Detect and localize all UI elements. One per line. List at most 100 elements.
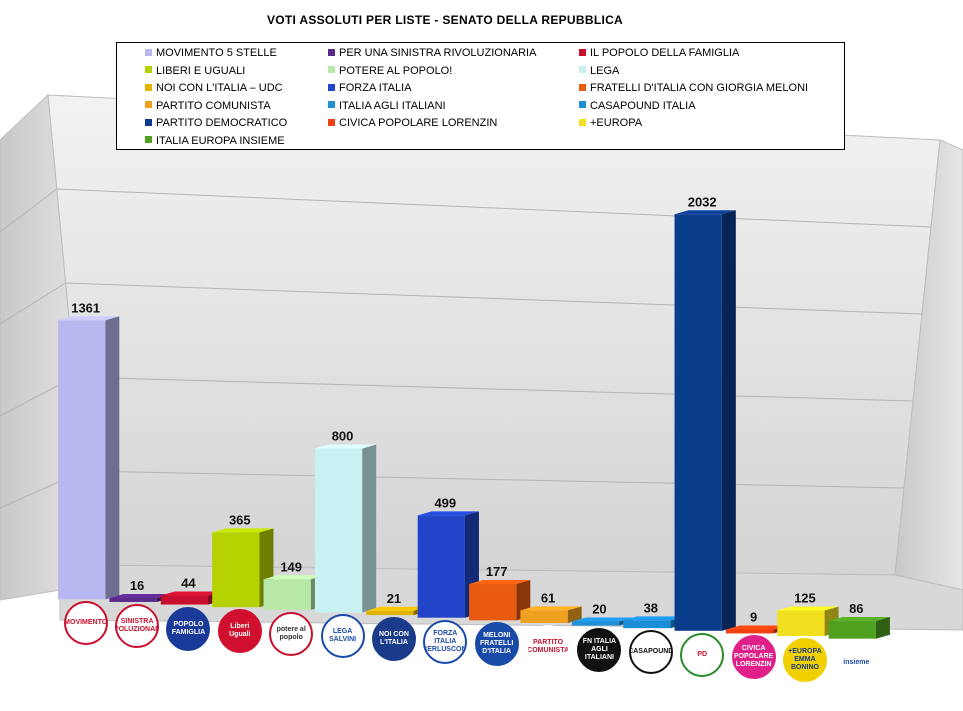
legend-item: LEGA [579, 63, 619, 79]
legend-item: PARTITO COMUNISTA [145, 98, 271, 114]
party-logo-text: NOI CON L'ITALIA [378, 631, 409, 647]
legend-item: CASAPOUND ITALIA [579, 98, 696, 114]
gridline [83, 470, 905, 489]
legend-label: PER UNA SINISTRA RIVOLUZIONARIA [339, 47, 537, 59]
legend-item: POTERE AL POPOLO! [328, 63, 452, 79]
value-labels: 1361 16 44 365 149 800 21 499 177 61 20 38 2032 9 125 8… [71, 194, 863, 624]
chart-title: VOTI ASSOLUTI PER LISTE - SENATO DELLA R… [266, 13, 624, 27]
legend-swatch [579, 83, 586, 91]
party-logo: +EUROPA EMMA BONINO [782, 638, 827, 683]
party-logo-text: insieme [843, 658, 870, 666]
legend-item: FRATELLI D'ITALIA CON GIORGIA MELONI [579, 80, 808, 96]
party-logo-text: POPOLO FAMIGLIA [171, 620, 206, 636]
legend-item: ITALIA AGLI ITALIANI [328, 98, 446, 114]
bars [58, 210, 890, 639]
bar-top [160, 591, 223, 596]
party-logo: FORZA ITALIA BERLUSCONI [423, 619, 468, 664]
party-logo: NOI CON L'ITALIA [371, 617, 416, 662]
data-label: 2032 [688, 194, 717, 209]
bar [520, 606, 582, 623]
party-logo: LEGA SALVINI [320, 614, 365, 659]
legend: MOVIMENTO 5 STELLE PER UNA SINISTRA RIVOL… [116, 42, 845, 150]
legend-item: IL POPOLO DELLA FAMIGLIA [579, 45, 739, 61]
party-logo: insieme [834, 640, 879, 685]
legend-label: ITALIA AGLI ITALIANI [339, 99, 446, 112]
bar-side [362, 444, 377, 613]
legend-swatch [579, 101, 586, 109]
legend-item: PER UNA SINISTRA RIVOLUZIONARIA [328, 45, 536, 61]
legend-label: ITALIA EUROPA INSIEME [156, 134, 285, 147]
bar-front [160, 595, 209, 605]
gridlines [0, 188, 932, 509]
bar-top [366, 606, 428, 611]
bar-front [469, 584, 517, 621]
legend-label: LEGA [590, 64, 620, 77]
party-logo-text: potere al popolo [276, 625, 306, 641]
legend-label: FRATELLI D'ITALIA CON GIORGIA MELONI [590, 82, 809, 94]
gridline [65, 282, 923, 315]
party-logo: PD [680, 632, 725, 677]
legend-item: PARTITO DEMOCRATICO [145, 115, 287, 131]
bar-top [469, 580, 531, 585]
data-label: 499 [434, 495, 456, 510]
bar-top [571, 617, 634, 622]
bar [828, 617, 890, 639]
bar [674, 210, 736, 631]
gridline [0, 282, 66, 325]
party-logo-text: PARTITO COMUNISTA [527, 638, 570, 654]
party-logo: CIVICA POPOLARE LORENZIN [731, 635, 776, 680]
legend-item: CIVICA POPOLARE LORENZIN [328, 115, 497, 131]
bar-front [828, 621, 876, 639]
data-label: 9 [750, 609, 757, 624]
bar-side [105, 316, 120, 600]
legend-swatch [579, 66, 586, 74]
party-logo-text: CASAPOUND [628, 648, 673, 656]
legend-swatch [328, 66, 335, 74]
legend-item: ITALIA EUROPA INSIEME [145, 133, 285, 149]
bar-top [828, 617, 890, 622]
data-label: 800 [332, 428, 354, 443]
party-logo: POPOLO FAMIGLIA [166, 606, 211, 651]
legend-label: POTERE AL POPOLO! [339, 64, 453, 77]
party-logo: MELONI FRATELLI D'ITALIA [474, 622, 519, 667]
legend-swatch [328, 101, 335, 109]
bar-top [623, 616, 685, 621]
data-label: 20 [592, 601, 606, 616]
party-logo: Liberi Uguali [217, 609, 262, 654]
gridline [0, 188, 58, 233]
party-logo: FN ITALIA AGLI ITALIANI [577, 627, 622, 672]
party-logo: SINISTRA RIVOLUZIONARIA [115, 603, 160, 648]
legend-item: FORZA ITALIA [328, 80, 412, 96]
party-logo-text: +EUROPA EMMA BONINO [788, 648, 822, 672]
bar [58, 316, 120, 600]
bar-front [366, 610, 414, 616]
bar-front [725, 629, 774, 634]
bar-front [314, 448, 363, 613]
party-logo: MOVIMENTO [63, 601, 108, 646]
legend-label: +EUROPA [590, 117, 643, 129]
legend-label: IL POPOLO DELLA FAMIGLIA [590, 47, 740, 59]
bar-top [109, 593, 171, 598]
legend-swatch [145, 136, 152, 144]
bar-front [263, 579, 311, 610]
data-label: 16 [130, 578, 144, 593]
bar [212, 528, 274, 608]
bar-front [58, 320, 106, 600]
bar-top [263, 575, 325, 580]
legend-item: +EUROPA [579, 115, 642, 131]
legend-label: CASAPOUND ITALIA [590, 99, 696, 112]
bar-front [212, 532, 260, 608]
gridline [74, 376, 914, 402]
data-label: 61 [541, 590, 555, 605]
legend-label: PARTITO COMUNISTA [156, 99, 271, 112]
bar-side [567, 606, 582, 623]
data-label: 86 [849, 601, 863, 616]
party-logo-text: MOVIMENTO [64, 619, 108, 627]
bar-front [777, 610, 825, 637]
bar-front [674, 214, 722, 631]
party-logo-text: PD [697, 650, 708, 658]
party-logo-text: Liberi Uguali [229, 623, 251, 639]
legend-swatch [145, 118, 152, 126]
legend-item: NOI CON L'ITALIA – UDC [145, 80, 283, 96]
